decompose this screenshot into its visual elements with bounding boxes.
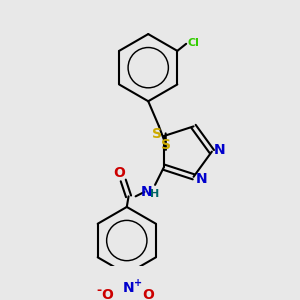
Text: +: + (134, 278, 142, 288)
Text: O: O (142, 288, 154, 300)
Text: Cl: Cl (188, 38, 200, 48)
Text: N: N (123, 281, 134, 295)
Text: -: - (96, 284, 101, 297)
Text: O: O (113, 167, 125, 180)
Text: S: S (161, 138, 171, 152)
Text: N: N (214, 143, 226, 157)
Text: O: O (101, 288, 113, 300)
Text: N: N (196, 172, 207, 186)
Text: H: H (150, 189, 160, 199)
Text: S: S (152, 127, 162, 141)
Text: N: N (140, 185, 152, 199)
